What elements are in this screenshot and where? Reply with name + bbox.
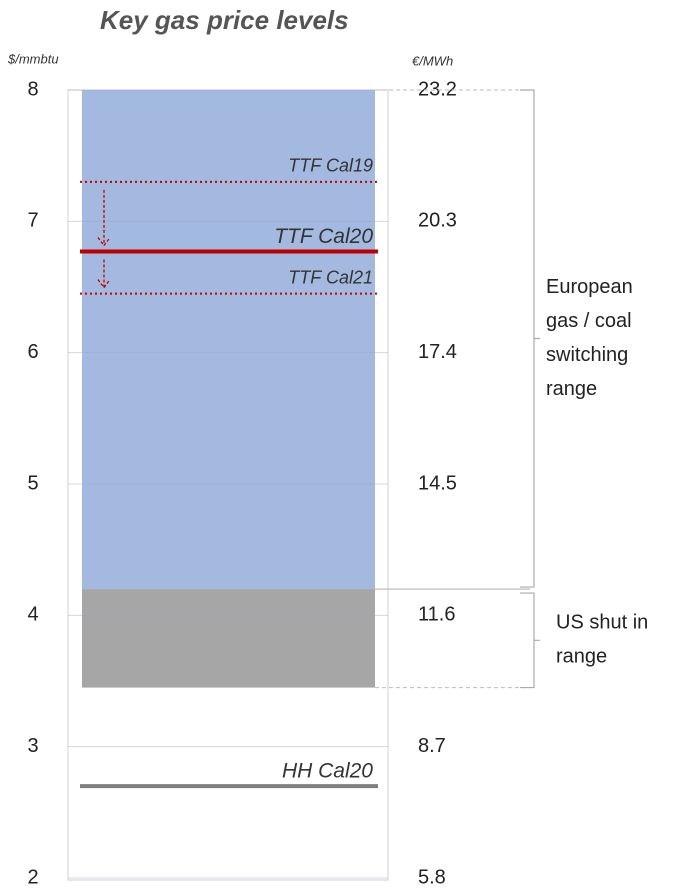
range-band [82,589,375,688]
y-tick-label: 6 [27,341,38,363]
level-label: TTF Cal21 [288,267,373,287]
band-annotation: switching [546,344,628,366]
y-tick-label: 2 [27,866,38,888]
y2-tick-label: 8.7 [418,735,446,757]
band-annotation: US shut in [556,612,648,634]
y2-tick-label: 23.2 [418,78,457,100]
y-tick-label: 7 [27,210,38,232]
band-annotation: range [556,646,607,668]
y2-tick-label: 5.8 [418,866,446,888]
bracket [520,592,540,689]
chart-title: Key gas price levels [100,5,349,35]
y2-axis-label: €/MWh [412,53,453,68]
band-annotation: range [546,378,597,400]
level-label: TTF Cal19 [288,156,373,176]
y2-tick-label: 20.3 [418,210,457,232]
y-axis-label: $/mmbtu [7,51,59,66]
bracket [520,89,540,588]
y-tick-label: 3 [27,735,38,757]
y-tick-label: 4 [27,604,38,626]
y2-tick-label: 14.5 [418,472,457,494]
y2-tick-label: 11.6 [418,604,455,626]
level-label: HH Cal20 [282,760,373,783]
level-label: TTF Cal20 [274,225,373,248]
shift-arrow [97,189,111,247]
band-annotation: European [546,276,633,298]
y-tick-label: 5 [27,472,38,494]
y2-tick-label: 17.4 [418,341,457,363]
y-tick-label: 8 [27,78,38,100]
range-band [82,90,375,590]
band-annotation: gas / coal [546,310,632,332]
shift-arrow [97,259,111,289]
